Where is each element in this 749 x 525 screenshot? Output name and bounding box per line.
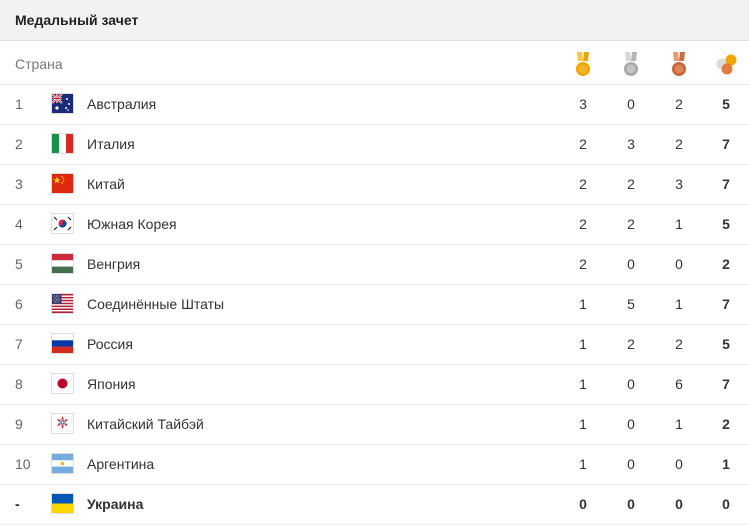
table-row-6[interactable]: 6 Соединённые Штаты 1 5 1 7 bbox=[0, 285, 749, 325]
table-row-2[interactable]: 2 Италия 2 3 2 7 bbox=[0, 125, 749, 165]
chinese-taipei-flag-icon bbox=[52, 414, 73, 433]
gold-count: 1 bbox=[579, 416, 587, 432]
country-name: Китай bbox=[87, 176, 125, 192]
medal-table-body: 1 Австралия 3 0 2 5 2 Италия 2 3 2 7 3 К… bbox=[0, 85, 749, 525]
ukraine-flag-icon bbox=[52, 494, 73, 513]
silver-count: 0 bbox=[627, 496, 635, 512]
total-count: 7 bbox=[722, 296, 730, 312]
table-row-4[interactable]: 4 Южная Корея 2 2 1 5 bbox=[0, 205, 749, 245]
table-row-9[interactable]: 9 Китайский Тайбэй 1 0 1 2 bbox=[0, 405, 749, 445]
china-flag-icon bbox=[52, 174, 73, 193]
total-count: 7 bbox=[722, 176, 730, 192]
total-count: 5 bbox=[722, 216, 730, 232]
table-header: Страна bbox=[0, 41, 749, 85]
gold-count: 1 bbox=[579, 456, 587, 472]
bronze-count: 2 bbox=[675, 136, 683, 152]
rank: 7 bbox=[15, 336, 23, 352]
table-row-1[interactable]: 1 Австралия 3 0 2 5 bbox=[0, 85, 749, 125]
total-count: 0 bbox=[722, 496, 730, 512]
silver-count: 0 bbox=[627, 416, 635, 432]
bronze-medal-icon bbox=[669, 52, 689, 78]
silver-count: 2 bbox=[627, 336, 635, 352]
bronze-count: 1 bbox=[675, 296, 683, 312]
gold-medal-icon bbox=[573, 52, 593, 78]
country-name: Соединённые Штаты bbox=[87, 296, 225, 312]
total-count: 2 bbox=[722, 416, 730, 432]
bronze-count: 1 bbox=[675, 416, 683, 432]
gold-count: 2 bbox=[579, 136, 587, 152]
gold-count: 0 bbox=[579, 496, 587, 512]
hungary-flag-icon bbox=[52, 254, 73, 273]
country-name: Австралия bbox=[87, 96, 157, 112]
bronze-count: 6 bbox=[675, 376, 683, 392]
rank: 5 bbox=[15, 256, 23, 272]
total-medals-icon bbox=[714, 52, 740, 78]
bronze-count: 0 bbox=[675, 456, 683, 472]
gold-count: 2 bbox=[579, 176, 587, 192]
bronze-count: 3 bbox=[675, 176, 683, 192]
country-name: Аргентина bbox=[87, 456, 155, 472]
bronze-count: 0 bbox=[675, 496, 683, 512]
table-row-11[interactable]: - Украина 0 0 0 0 bbox=[0, 485, 749, 525]
table-row-3[interactable]: 3 Китай 2 2 3 7 bbox=[0, 165, 749, 205]
rank: 10 bbox=[15, 456, 31, 472]
silver-count: 0 bbox=[627, 456, 635, 472]
rank: 3 bbox=[15, 176, 23, 192]
gold-count: 2 bbox=[579, 256, 587, 272]
rank: 6 bbox=[15, 296, 23, 312]
table-row-8[interactable]: 8 Япония 1 0 6 7 bbox=[0, 365, 749, 405]
bronze-count: 1 bbox=[675, 216, 683, 232]
title-bar: Медальный зачет bbox=[0, 0, 749, 41]
country-name: Венгрия bbox=[87, 256, 141, 272]
rank: 2 bbox=[15, 136, 23, 152]
total-count: 2 bbox=[722, 256, 730, 272]
silver-count: 0 bbox=[627, 256, 635, 272]
country-name: Китайский Тайбэй bbox=[87, 416, 204, 432]
south-korea-flag-icon bbox=[52, 214, 73, 233]
silver-count: 0 bbox=[627, 376, 635, 392]
silver-count: 3 bbox=[627, 136, 635, 152]
country-name: Италия bbox=[87, 136, 135, 152]
silver-count: 5 bbox=[627, 296, 635, 312]
panel-title: Медальный зачет bbox=[15, 12, 139, 28]
gold-count: 2 bbox=[579, 216, 587, 232]
bronze-count: 0 bbox=[675, 256, 683, 272]
usa-flag-icon bbox=[52, 294, 73, 313]
gold-count: 1 bbox=[579, 336, 587, 352]
italy-flag-icon bbox=[52, 134, 73, 153]
country-name: Япония bbox=[87, 376, 136, 392]
rank: 9 bbox=[15, 416, 23, 432]
silver-count: 2 bbox=[627, 216, 635, 232]
table-row-5[interactable]: 5 Венгрия 2 0 0 2 bbox=[0, 245, 749, 285]
country-name: Украина bbox=[87, 496, 144, 512]
total-count: 5 bbox=[722, 336, 730, 352]
total-count: 1 bbox=[722, 456, 730, 472]
country-name: Южная Корея bbox=[87, 216, 177, 232]
rank: 4 bbox=[15, 216, 23, 232]
silver-count: 0 bbox=[627, 96, 635, 112]
japan-flag-icon bbox=[52, 374, 73, 393]
russia-flag-icon bbox=[52, 334, 73, 353]
silver-count: 2 bbox=[627, 176, 635, 192]
country-column-header: Страна bbox=[15, 56, 63, 72]
rank: - bbox=[15, 496, 20, 512]
rank: 1 bbox=[15, 96, 23, 112]
bronze-count: 2 bbox=[675, 336, 683, 352]
gold-count: 1 bbox=[579, 296, 587, 312]
silver-medal-icon bbox=[621, 52, 641, 78]
australia-flag-icon bbox=[52, 94, 73, 113]
bronze-count: 2 bbox=[675, 96, 683, 112]
total-count: 7 bbox=[722, 376, 730, 392]
gold-count: 1 bbox=[579, 376, 587, 392]
rank: 8 bbox=[15, 376, 23, 392]
table-row-7[interactable]: 7 Россия 1 2 2 5 bbox=[0, 325, 749, 365]
total-count: 5 bbox=[722, 96, 730, 112]
gold-count: 3 bbox=[579, 96, 587, 112]
country-name: Россия bbox=[87, 336, 133, 352]
total-count: 7 bbox=[722, 136, 730, 152]
table-row-10[interactable]: 10 Аргентина 1 0 0 1 bbox=[0, 445, 749, 485]
argentina-flag-icon bbox=[52, 454, 73, 473]
